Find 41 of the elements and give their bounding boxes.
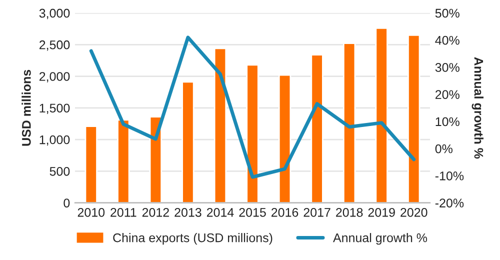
y-tick-label: 1,000 — [40, 135, 70, 146]
x-tick-label: 2014 — [206, 208, 234, 217]
y2-axis-title: Annual growth % — [472, 57, 484, 159]
y2-tick-label: -10% — [435, 171, 464, 180]
x-tick-label: 2018 — [336, 208, 363, 217]
legend-label: China exports (USD millions) — [113, 233, 272, 245]
bar — [117, 119, 130, 203]
bar — [310, 54, 324, 203]
y2-tick-label: -20% — [435, 198, 464, 208]
bar — [375, 27, 388, 203]
bar — [246, 64, 259, 203]
y2-tick-label: 20% — [435, 90, 460, 99]
x-tick-label: 2012 — [142, 208, 169, 217]
bar — [182, 81, 194, 203]
y2-tick-label: 50% — [435, 8, 460, 18]
x-tick-label: 2020 — [400, 208, 428, 217]
y-tick-label: 0 — [64, 198, 70, 208]
x-tick-label: 2015 — [239, 208, 266, 217]
y-tick-label: 3,000 — [39, 8, 70, 20]
y-axis-title: USD millions — [22, 70, 31, 146]
bar — [84, 126, 98, 203]
y-tick-label: 1,500 — [40, 104, 70, 114]
y2-tick-label: 0% — [435, 144, 452, 154]
y2-tick-label: 30% — [435, 63, 460, 72]
x-tick-label: 2019 — [368, 208, 395, 217]
y-tick-label: 2,000 — [39, 72, 70, 82]
bar — [278, 74, 292, 203]
bar — [342, 42, 356, 203]
y-tick-label: 2,500 — [39, 40, 70, 51]
legend-label: Annual growth % — [333, 233, 428, 245]
x-tick-label: 2010 — [78, 208, 105, 217]
y2-tick-label: 40% — [435, 36, 460, 45]
y2-tick-label: 10% — [436, 117, 460, 126]
x-tick-label: 2017 — [304, 208, 330, 217]
bar — [408, 34, 420, 203]
x-tick-label: 2011 — [110, 208, 136, 217]
line-series — [89, 36, 416, 179]
x-tick-label: 2013 — [174, 208, 202, 217]
bar — [214, 48, 227, 203]
x-tick-label: 2016 — [272, 208, 298, 217]
y-tick-label: 500 — [50, 166, 70, 176]
